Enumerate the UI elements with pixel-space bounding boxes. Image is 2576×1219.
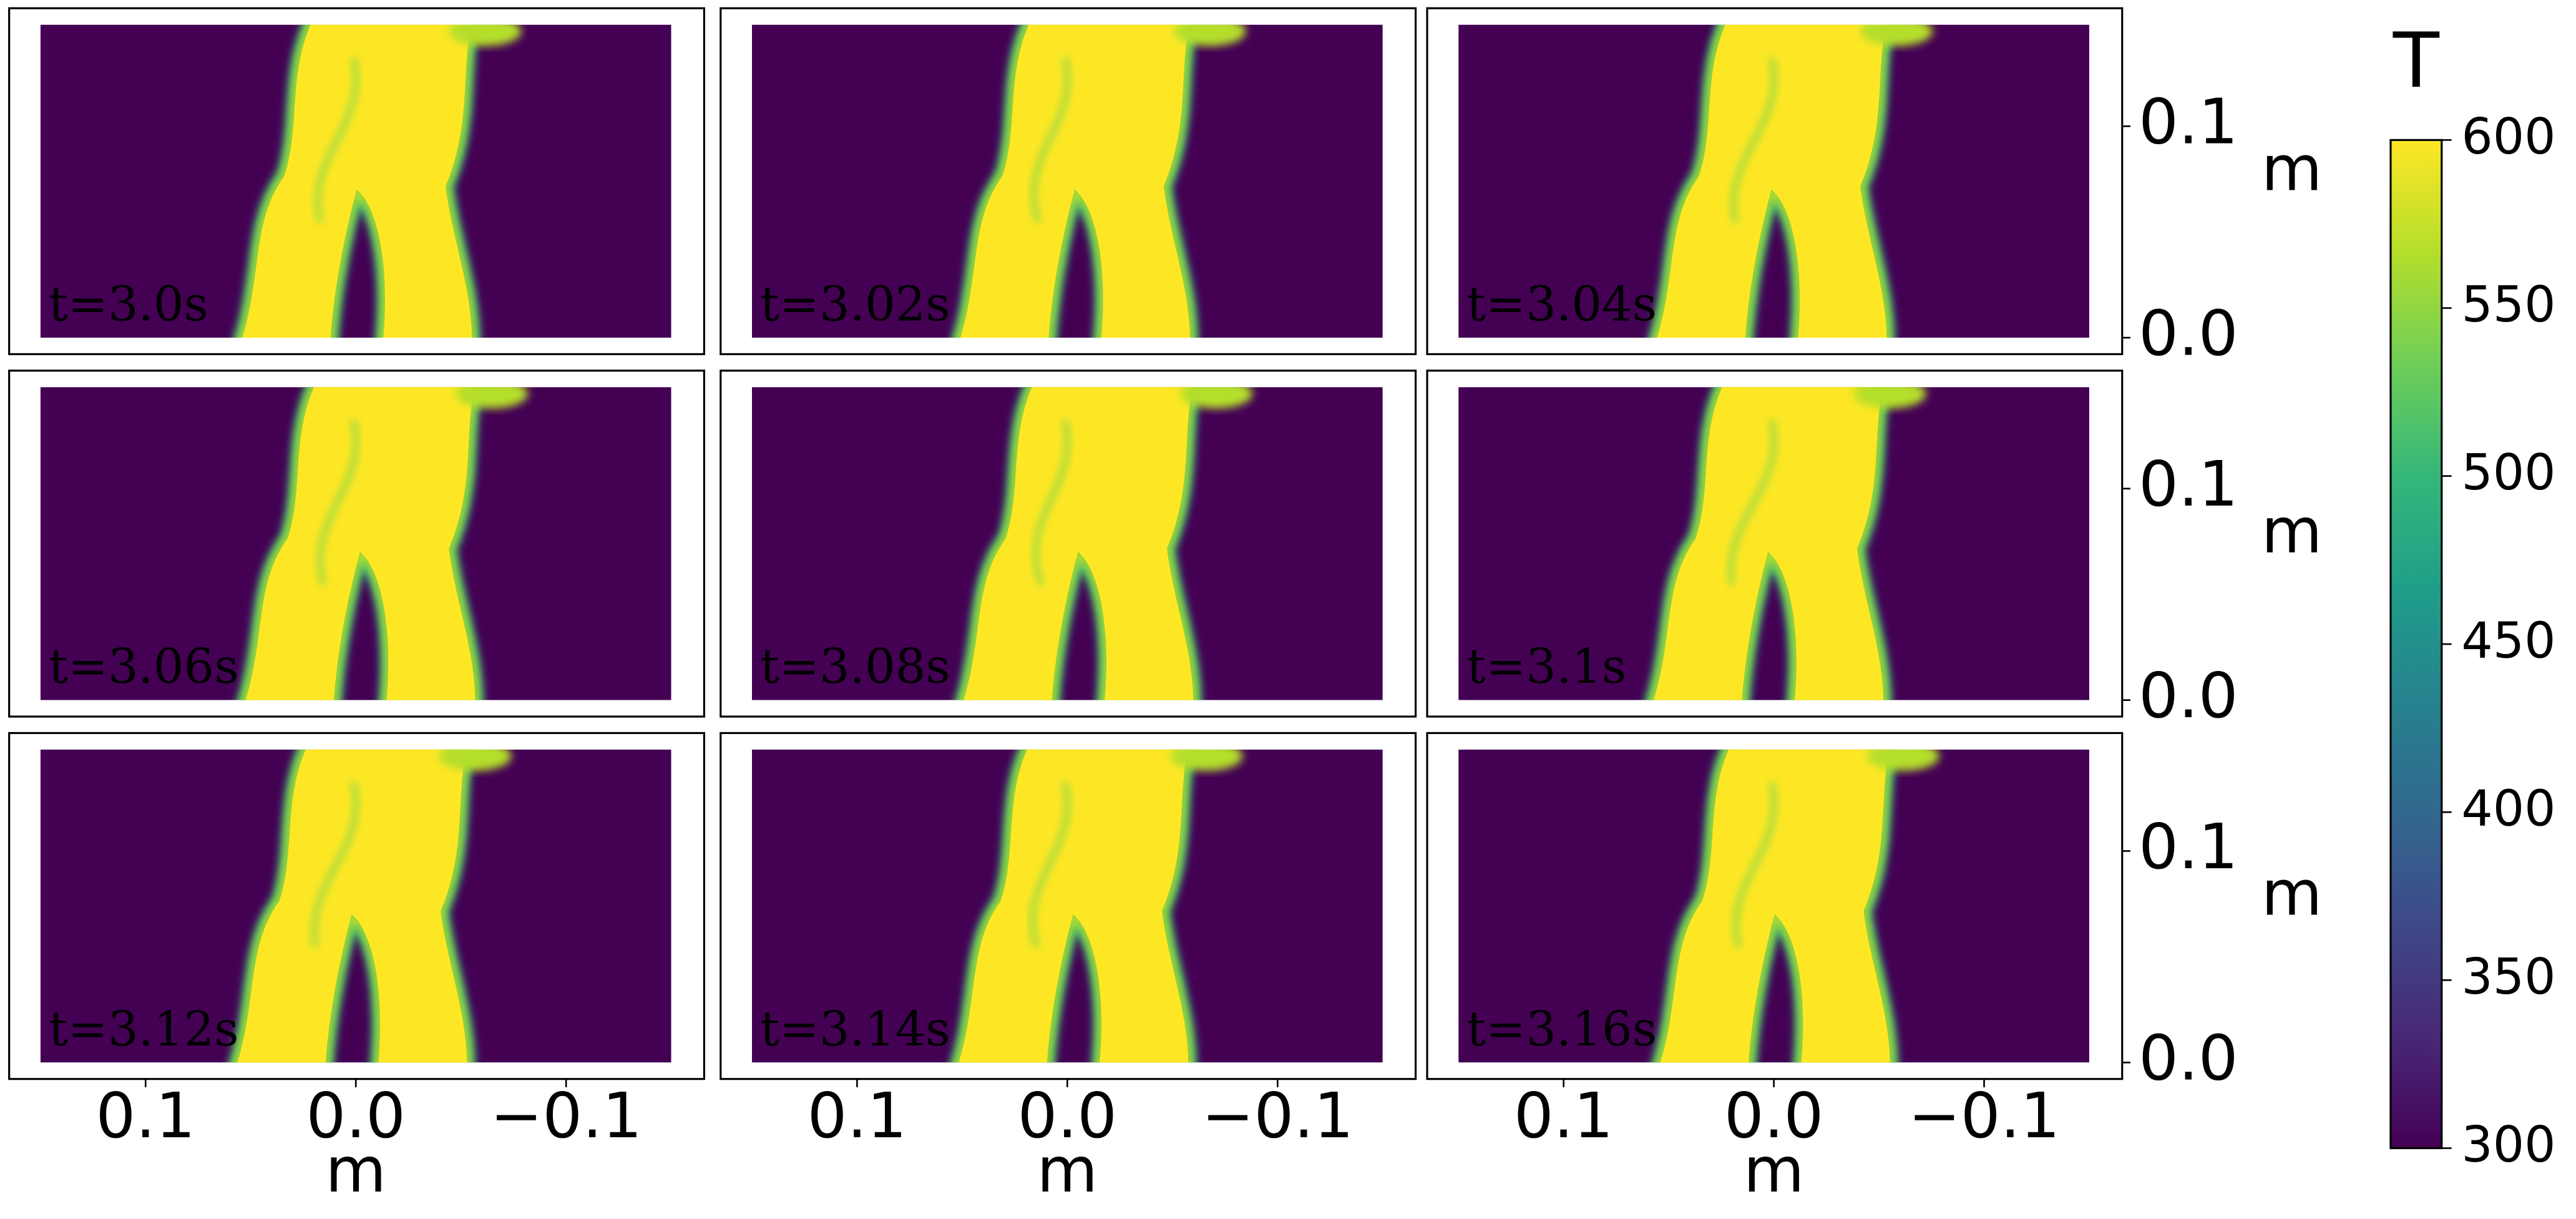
colorbar-label: T <box>2393 16 2440 105</box>
plume-curl <box>311 781 359 948</box>
x-tick-label: −0.1 <box>1202 1079 1354 1152</box>
x-tick-label: 0.1 <box>1514 1079 1613 1152</box>
plume-curl <box>315 57 359 223</box>
x-tick-label: 0.0 <box>306 1079 405 1152</box>
top-eddy <box>455 387 528 409</box>
x-axis-label: m <box>1037 1133 1098 1207</box>
top-eddy <box>1853 387 1926 409</box>
field-image <box>1458 749 2089 1063</box>
plume-curl <box>1730 57 1777 223</box>
x-tick-label: −0.1 <box>1908 1079 2060 1152</box>
x-axis-label: m <box>325 1133 386 1207</box>
top-eddy <box>449 24 522 46</box>
plume-curl <box>317 419 359 586</box>
panel-label: t=3.0s <box>49 277 208 333</box>
panel-label: t=3.08s <box>760 639 950 695</box>
plume-curl <box>1033 419 1070 586</box>
colorbar-tick-label: 450 <box>2461 612 2555 669</box>
plume-curl <box>1030 781 1070 948</box>
field-image <box>751 387 1383 700</box>
y-axis-label: m <box>2261 857 2323 930</box>
top-eddy <box>1860 24 1933 46</box>
field-image <box>40 387 671 700</box>
x-axis-label: m <box>1744 1133 1805 1207</box>
y-tick-label: 0.1 <box>2139 810 2238 883</box>
top-eddy <box>1173 24 1246 46</box>
y-tick-label: 0.1 <box>2139 86 2238 159</box>
panel-label: t=3.1s <box>1466 639 1626 695</box>
plume-curl <box>1728 419 1777 585</box>
field-image <box>751 24 1383 338</box>
x-tick-label: 0.0 <box>1018 1079 1117 1152</box>
top-eddy <box>1180 387 1253 409</box>
y-axis-label: m <box>2261 494 2323 567</box>
top-eddy <box>1170 749 1243 771</box>
x-tick-label: 0.1 <box>96 1079 195 1152</box>
top-eddy <box>439 749 512 771</box>
panel-label: t=3.06s <box>49 639 239 695</box>
top-eddy <box>1866 749 1939 771</box>
colorbar <box>2389 139 2443 1150</box>
plume-curl <box>1031 57 1070 223</box>
colorbar-tick-label: 600 <box>2461 108 2555 165</box>
x-tick-label: −0.1 <box>490 1079 642 1152</box>
field-image <box>751 749 1383 1063</box>
field-image <box>1458 387 2089 700</box>
panel-label: t=3.04s <box>1466 277 1657 333</box>
colorbar-tick-label: 500 <box>2461 444 2555 501</box>
y-axis-label: m <box>2261 132 2323 205</box>
colorbar-tick-label: 300 <box>2461 1116 2555 1173</box>
y-tick-label: 0.0 <box>2139 659 2238 732</box>
y-tick-label: 0.0 <box>2139 1022 2238 1095</box>
plume-curl <box>1733 781 1777 948</box>
panel-label: t=3.12s <box>49 1002 239 1057</box>
field-image <box>40 24 671 338</box>
panel-label: t=3.02s <box>760 277 950 333</box>
field-image <box>40 749 671 1063</box>
field-image <box>1458 24 2089 338</box>
colorbar-tick-label: 400 <box>2461 780 2555 838</box>
y-tick-label: 0.0 <box>2139 296 2238 370</box>
y-tick-label: 0.1 <box>2139 448 2238 521</box>
x-tick-label: 0.0 <box>1724 1079 1823 1152</box>
panel-label: t=3.16s <box>1466 1002 1657 1057</box>
x-tick-label: 0.1 <box>807 1079 907 1152</box>
colorbar-tick-label: 550 <box>2461 276 2555 333</box>
panel-label: t=3.14s <box>760 1002 950 1057</box>
colorbar-tick-label: 350 <box>2461 948 2555 1006</box>
